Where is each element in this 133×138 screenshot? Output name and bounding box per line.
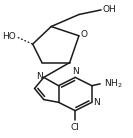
Text: O: O: [81, 30, 88, 39]
Text: Cl: Cl: [71, 123, 80, 132]
Text: NH$_2$: NH$_2$: [104, 78, 122, 90]
Text: N: N: [72, 67, 79, 75]
Text: N: N: [36, 72, 43, 81]
Text: OH: OH: [103, 5, 117, 14]
Text: HO: HO: [2, 32, 16, 41]
Text: N: N: [93, 98, 99, 107]
